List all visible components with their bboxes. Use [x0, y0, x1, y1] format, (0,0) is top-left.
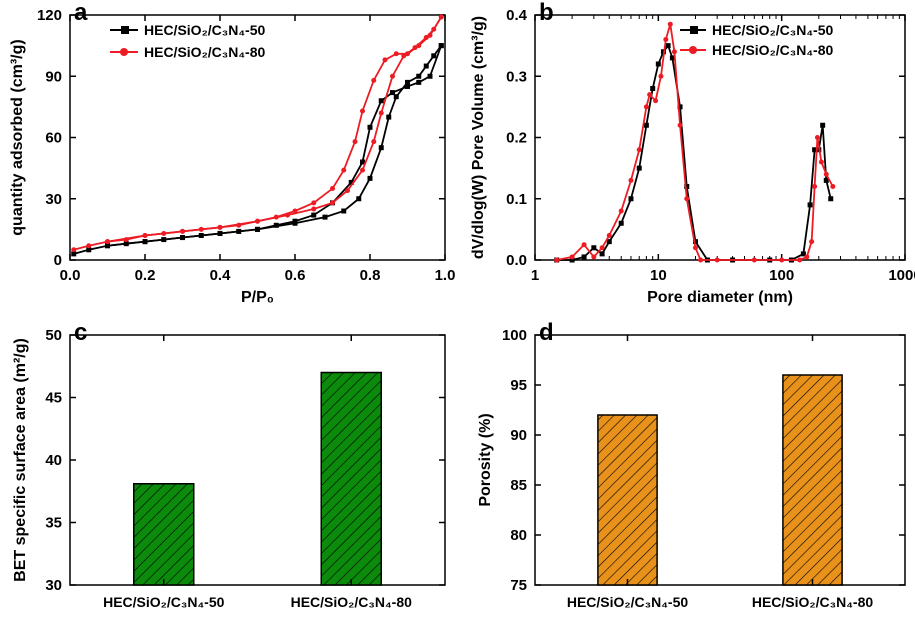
svg-text:HEC/SiO₂/C₃N₄-80: HEC/SiO₂/C₃N₄-80 [752, 594, 873, 610]
svg-text:60: 60 [45, 130, 62, 147]
svg-text:30: 30 [45, 191, 62, 208]
svg-text:HEC/SiO₂/C₃N₄-50: HEC/SiO₂/C₃N₄-50 [144, 22, 265, 38]
svg-text:1000: 1000 [888, 267, 915, 284]
svg-text:45: 45 [45, 390, 62, 407]
svg-text:0.4: 0.4 [210, 267, 232, 284]
svg-text:0.3: 0.3 [506, 68, 527, 85]
svg-text:HEC/SiO₂/C₃N₄-80: HEC/SiO₂/C₃N₄-80 [291, 594, 412, 610]
svg-text:80: 80 [510, 527, 527, 544]
svg-text:BET specific surface area (m²/: BET specific surface area (m²/g) [12, 338, 29, 582]
svg-text:0: 0 [54, 252, 62, 269]
svg-text:90: 90 [45, 68, 62, 85]
svg-text:Porosity (%): Porosity (%) [477, 413, 494, 506]
svg-text:85: 85 [510, 477, 527, 494]
svg-text:120: 120 [37, 7, 62, 24]
svg-text:0.2: 0.2 [135, 267, 156, 284]
svg-text:100: 100 [769, 267, 794, 284]
svg-text:90: 90 [510, 427, 527, 444]
svg-text:0.1: 0.1 [506, 191, 527, 208]
svg-text:100: 100 [502, 327, 527, 344]
svg-text:c: c [74, 320, 87, 346]
svg-text:0.2: 0.2 [506, 130, 527, 147]
svg-text:HEC/SiO₂/C₃N₄-80: HEC/SiO₂/C₃N₄-80 [712, 42, 833, 58]
svg-text:HEC/SiO₂/C₃N₄-80: HEC/SiO₂/C₃N₄-80 [144, 44, 265, 60]
panel-d: 75 80 85 90 95 100 Porosity (%) d HEC/SiO₂/C₃N₄-… [460, 320, 915, 640]
svg-text:0.4: 0.4 [506, 7, 528, 24]
svg-text:dV/dlog(W) Pore Volume (cm³/g): dV/dlog(W) Pore Volume (cm³/g) [470, 16, 487, 259]
panel-a: 0.0 0.2 0.4 0.6 0.8 1.0 0 30 60 90 120 P/P₀ quantity… [0, 0, 460, 320]
svg-text:75: 75 [510, 577, 527, 594]
svg-text:10: 10 [650, 267, 667, 284]
svg-text:d: d [539, 320, 554, 346]
svg-text:95: 95 [510, 377, 527, 394]
svg-text:0.6: 0.6 [285, 267, 306, 284]
svg-text:35: 35 [45, 515, 62, 532]
svg-text:30: 30 [45, 577, 62, 594]
svg-text:HEC/SiO₂/C₃N₄-50: HEC/SiO₂/C₃N₄-50 [103, 594, 224, 610]
svg-text:P/P₀: P/P₀ [241, 289, 274, 306]
svg-text:HEC/SiO₂/C₃N₄-50: HEC/SiO₂/C₃N₄-50 [712, 22, 833, 38]
svg-text:0.0: 0.0 [60, 267, 81, 284]
svg-text:Pore diameter (nm): Pore diameter (nm) [647, 289, 793, 306]
svg-text:b: b [539, 0, 554, 26]
svg-text:1: 1 [531, 267, 539, 284]
svg-text:0.8: 0.8 [360, 267, 381, 284]
svg-text:1.0: 1.0 [435, 267, 456, 284]
svg-text:quantity adsorbed (cm³/g): quantity adsorbed (cm³/g) [9, 39, 26, 235]
panel-c: 30 35 40 45 50 BET specific surface area (m²/… [0, 320, 460, 640]
svg-text:50: 50 [45, 327, 62, 344]
svg-text:40: 40 [45, 452, 62, 469]
svg-text:a: a [74, 0, 88, 26]
svg-text:HEC/SiO₂/C₃N₄-50: HEC/SiO₂/C₃N₄-50 [567, 594, 688, 610]
svg-text:0.0: 0.0 [506, 252, 527, 269]
figure-4panel: 0.0 0.2 0.4 0.6 0.8 1.0 0 30 60 90 120 P/P₀ quantity… [0, 0, 915, 641]
panel-b: 1 10 100 1000 0.0 0.1 0.2 0.3 0.4 Pore diameter (… [460, 0, 915, 320]
